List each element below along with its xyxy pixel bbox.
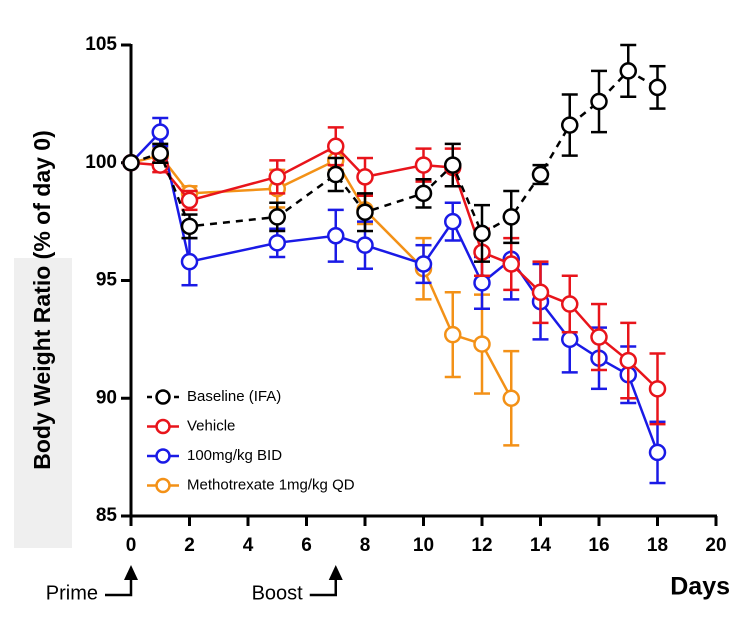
data-point: [327, 227, 345, 245]
y-tick-label: 85: [96, 505, 118, 526]
data-point: [414, 184, 433, 203]
x-tick-label: 8: [360, 535, 371, 556]
data-point: [356, 236, 374, 254]
data-point: [561, 295, 579, 313]
legend-label: Methotrexate 1mg/kg QD: [187, 476, 355, 493]
x-tick-label: 14: [530, 535, 552, 556]
y-axis-label: Body Weight Ratio (% of day 0): [29, 130, 55, 469]
x-tick-label: 16: [588, 535, 609, 556]
data-point: [268, 168, 286, 186]
annotation-arrowhead: [328, 565, 343, 580]
data-point: [268, 208, 286, 226]
y-tick-label: 90: [96, 387, 117, 408]
data-point: [444, 212, 462, 231]
data-point: [619, 62, 637, 80]
y-tick-label: 100: [85, 152, 117, 173]
legend-marker: [155, 477, 171, 494]
data-point: [531, 165, 550, 184]
annotation-arrow: [309, 578, 337, 597]
data-point: [414, 255, 433, 273]
data-point: [473, 274, 491, 292]
legend-label: Vehicle: [187, 417, 235, 434]
data-point: [444, 325, 462, 344]
data-point: [356, 203, 374, 221]
data-point: [502, 389, 520, 407]
data-point: [473, 335, 491, 353]
annotation-arrowhead: [124, 565, 138, 580]
x-tick-label: 6: [301, 535, 312, 556]
data-point: [473, 224, 491, 243]
legend-marker: [155, 448, 171, 464]
data-point: [648, 78, 667, 97]
legend-label: 100mg/kg BID: [187, 447, 282, 464]
data-point: [180, 252, 199, 271]
data-point: [590, 92, 608, 111]
data-point: [327, 165, 345, 184]
data-point: [648, 443, 667, 462]
data-point: [561, 330, 579, 349]
data-point: [151, 144, 169, 163]
x-tick-label: 4: [243, 535, 254, 556]
x-tick-label: 0: [126, 535, 137, 556]
data-point: [561, 116, 579, 134]
legend-marker: [155, 389, 171, 405]
data-point: [268, 234, 286, 252]
data-point: [648, 380, 667, 398]
data-point: [619, 351, 637, 370]
data-point: [327, 137, 345, 156]
x-tick-label: 2: [184, 535, 195, 556]
y-tick-label: 105: [85, 34, 117, 55]
data-point: [590, 328, 608, 346]
legend-label: Baseline (IFA): [187, 388, 281, 405]
x-tick-label: 10: [413, 535, 434, 556]
data-point: [151, 123, 169, 141]
annotation-arrow: [105, 578, 133, 597]
data-point: [444, 156, 462, 174]
y-tick-label: 95: [96, 270, 118, 291]
legend-marker: [155, 418, 171, 435]
x-tick-label: 20: [705, 535, 726, 556]
annotation-label: Prime: [46, 582, 98, 604]
series-line: [130, 144, 659, 390]
data-point: [180, 191, 199, 210]
annotation-label: Boost: [252, 582, 304, 604]
series-line: [130, 154, 513, 399]
x-tick-label: 18: [647, 535, 668, 556]
data-point: [356, 168, 374, 186]
data-point: [502, 208, 520, 226]
x-axis-label: Days: [670, 573, 730, 601]
ylabel-background: [14, 258, 72, 548]
data-point: [122, 154, 140, 172]
data-point: [531, 283, 550, 302]
data-point: [180, 217, 199, 236]
data-point: [502, 255, 520, 273]
data-point: [414, 156, 433, 174]
series-line: [130, 69, 659, 236]
x-tick-label: 12: [471, 535, 492, 556]
